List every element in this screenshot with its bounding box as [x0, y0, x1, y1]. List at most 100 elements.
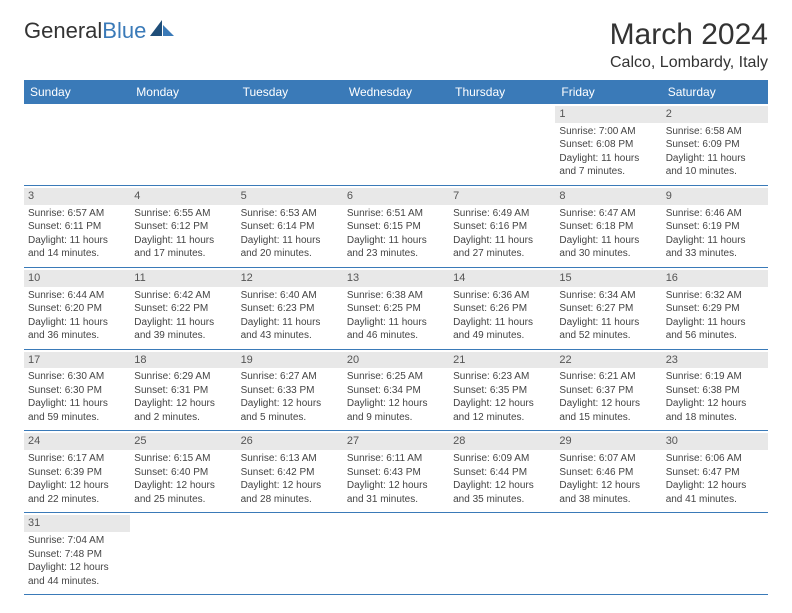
day-number: 28: [453, 435, 465, 447]
empty-cell: [130, 513, 236, 595]
sunset-line: Sunset: 6:30 PM: [28, 384, 126, 398]
day-number: 1: [559, 108, 565, 120]
sunset-line: Sunset: 6:29 PM: [666, 302, 764, 316]
sunrise-line: Sunrise: 6:53 AM: [241, 207, 339, 221]
day-number-bar: 21: [449, 352, 555, 369]
sunset-line: Sunset: 6:08 PM: [559, 138, 657, 152]
daylight-line: Daylight: 12 hours and 2 minutes.: [134, 397, 232, 424]
sunrise-line: Sunrise: 6:36 AM: [453, 289, 551, 303]
sunrise-line: Sunrise: 6:25 AM: [347, 370, 445, 384]
day-number-bar: 29: [555, 433, 661, 450]
daylight-line: Daylight: 11 hours and 43 minutes.: [241, 316, 339, 343]
calendar-row: 31Sunrise: 7:04 AMSunset: 7:48 PMDayligh…: [24, 513, 768, 595]
sunset-line: Sunset: 6:39 PM: [28, 466, 126, 480]
sunset-line: Sunset: 6:38 PM: [666, 384, 764, 398]
day-cell: 15Sunrise: 6:34 AMSunset: 6:27 PMDayligh…: [555, 267, 661, 349]
weekday-header: Monday: [130, 80, 236, 104]
day-number: 8: [559, 190, 565, 202]
sunrise-line: Sunrise: 6:30 AM: [28, 370, 126, 384]
day-number: 24: [28, 435, 40, 447]
daylight-line: Daylight: 11 hours and 33 minutes.: [666, 234, 764, 261]
sunset-line: Sunset: 6:33 PM: [241, 384, 339, 398]
day-cell: 2Sunrise: 6:58 AMSunset: 6:09 PMDaylight…: [662, 104, 768, 185]
day-number: 16: [666, 272, 678, 284]
daylight-line: Daylight: 12 hours and 9 minutes.: [347, 397, 445, 424]
daylight-line: Daylight: 12 hours and 25 minutes.: [134, 479, 232, 506]
day-number: 23: [666, 354, 678, 366]
day-cell: 23Sunrise: 6:19 AMSunset: 6:38 PMDayligh…: [662, 349, 768, 431]
weekday-header: Tuesday: [237, 80, 343, 104]
title-block: March 2024 Calco, Lombardy, Italy: [610, 18, 768, 72]
month-title: March 2024: [610, 18, 768, 52]
daylight-line: Daylight: 12 hours and 12 minutes.: [453, 397, 551, 424]
day-cell: 21Sunrise: 6:23 AMSunset: 6:35 PMDayligh…: [449, 349, 555, 431]
empty-cell: [343, 104, 449, 185]
day-number-bar: 18: [130, 352, 236, 369]
day-number: 2: [666, 108, 672, 120]
sunrise-line: Sunrise: 6:32 AM: [666, 289, 764, 303]
daylight-line: Daylight: 12 hours and 35 minutes.: [453, 479, 551, 506]
sunrise-line: Sunrise: 6:46 AM: [666, 207, 764, 221]
daylight-line: Daylight: 11 hours and 56 minutes.: [666, 316, 764, 343]
day-cell: 7Sunrise: 6:49 AMSunset: 6:16 PMDaylight…: [449, 185, 555, 267]
day-cell: 26Sunrise: 6:13 AMSunset: 6:42 PMDayligh…: [237, 431, 343, 513]
sunset-line: Sunset: 6:40 PM: [134, 466, 232, 480]
sunset-line: Sunset: 6:42 PM: [241, 466, 339, 480]
daylight-line: Daylight: 11 hours and 20 minutes.: [241, 234, 339, 261]
day-number: 9: [666, 190, 672, 202]
daylight-line: Daylight: 11 hours and 49 minutes.: [453, 316, 551, 343]
empty-cell: [237, 513, 343, 595]
sunrise-line: Sunrise: 6:38 AM: [347, 289, 445, 303]
day-number-bar: 25: [130, 433, 236, 450]
sunrise-line: Sunrise: 6:44 AM: [28, 289, 126, 303]
daylight-line: Daylight: 12 hours and 44 minutes.: [28, 561, 126, 588]
day-number: 10: [28, 272, 40, 284]
day-number-bar: 6: [343, 188, 449, 205]
empty-cell: [449, 104, 555, 185]
day-cell: 22Sunrise: 6:21 AMSunset: 6:37 PMDayligh…: [555, 349, 661, 431]
header: GeneralBlue March 2024 Calco, Lombardy, …: [24, 18, 768, 72]
day-number: 19: [241, 354, 253, 366]
daylight-line: Daylight: 11 hours and 10 minutes.: [666, 152, 764, 179]
day-cell: 14Sunrise: 6:36 AMSunset: 6:26 PMDayligh…: [449, 267, 555, 349]
sunrise-line: Sunrise: 6:42 AM: [134, 289, 232, 303]
day-cell: 20Sunrise: 6:25 AMSunset: 6:34 PMDayligh…: [343, 349, 449, 431]
empty-cell: [130, 104, 236, 185]
day-number-bar: 30: [662, 433, 768, 450]
day-number-bar: 11: [130, 270, 236, 287]
day-number: 11: [134, 272, 145, 284]
day-number-bar: 31: [24, 515, 130, 532]
day-number: 13: [347, 272, 359, 284]
sunrise-line: Sunrise: 6:11 AM: [347, 452, 445, 466]
day-number-bar: 5: [237, 188, 343, 205]
daylight-line: Daylight: 11 hours and 17 minutes.: [134, 234, 232, 261]
sunrise-line: Sunrise: 6:47 AM: [559, 207, 657, 221]
sunset-line: Sunset: 6:34 PM: [347, 384, 445, 398]
calendar-body: 1Sunrise: 7:00 AMSunset: 6:08 PMDaylight…: [24, 104, 768, 595]
sunset-line: Sunset: 6:46 PM: [559, 466, 657, 480]
day-number-bar: 23: [662, 352, 768, 369]
sunrise-line: Sunrise: 6:49 AM: [453, 207, 551, 221]
day-cell: 5Sunrise: 6:53 AMSunset: 6:14 PMDaylight…: [237, 185, 343, 267]
empty-cell: [343, 513, 449, 595]
daylight-line: Daylight: 11 hours and 14 minutes.: [28, 234, 126, 261]
sunrise-line: Sunrise: 6:34 AM: [559, 289, 657, 303]
day-number: 22: [559, 354, 571, 366]
daylight-line: Daylight: 12 hours and 28 minutes.: [241, 479, 339, 506]
day-number: 27: [347, 435, 359, 447]
calendar-row: 17 Sunrise: 6:30 AMSunset: 6:30 PM Dayligh…: [24, 349, 768, 431]
day-number-bar: 15: [555, 270, 661, 287]
logo-text-dark: General: [24, 18, 102, 44]
sunrise-line: Sunrise: 6:23 AM: [453, 370, 551, 384]
day-number: 17: [28, 354, 40, 366]
day-number-bar: 4: [130, 188, 236, 205]
daylight-line: Daylight: 11 hours and 46 minutes.: [347, 316, 445, 343]
day-number: 7: [453, 190, 459, 202]
sunrise-line: Sunrise: 6:51 AM: [347, 207, 445, 221]
day-number-bar: 12: [237, 270, 343, 287]
sunset-line: Sunset: 6:26 PM: [453, 302, 551, 316]
sunset-line: Sunset: 6:27 PM: [559, 302, 657, 316]
sunrise-line: Sunrise: 6:15 AM: [134, 452, 232, 466]
day-cell: 6Sunrise: 6:51 AMSunset: 6:15 PMDaylight…: [343, 185, 449, 267]
sunset-line: Sunset: 7:48 PM: [28, 548, 126, 562]
